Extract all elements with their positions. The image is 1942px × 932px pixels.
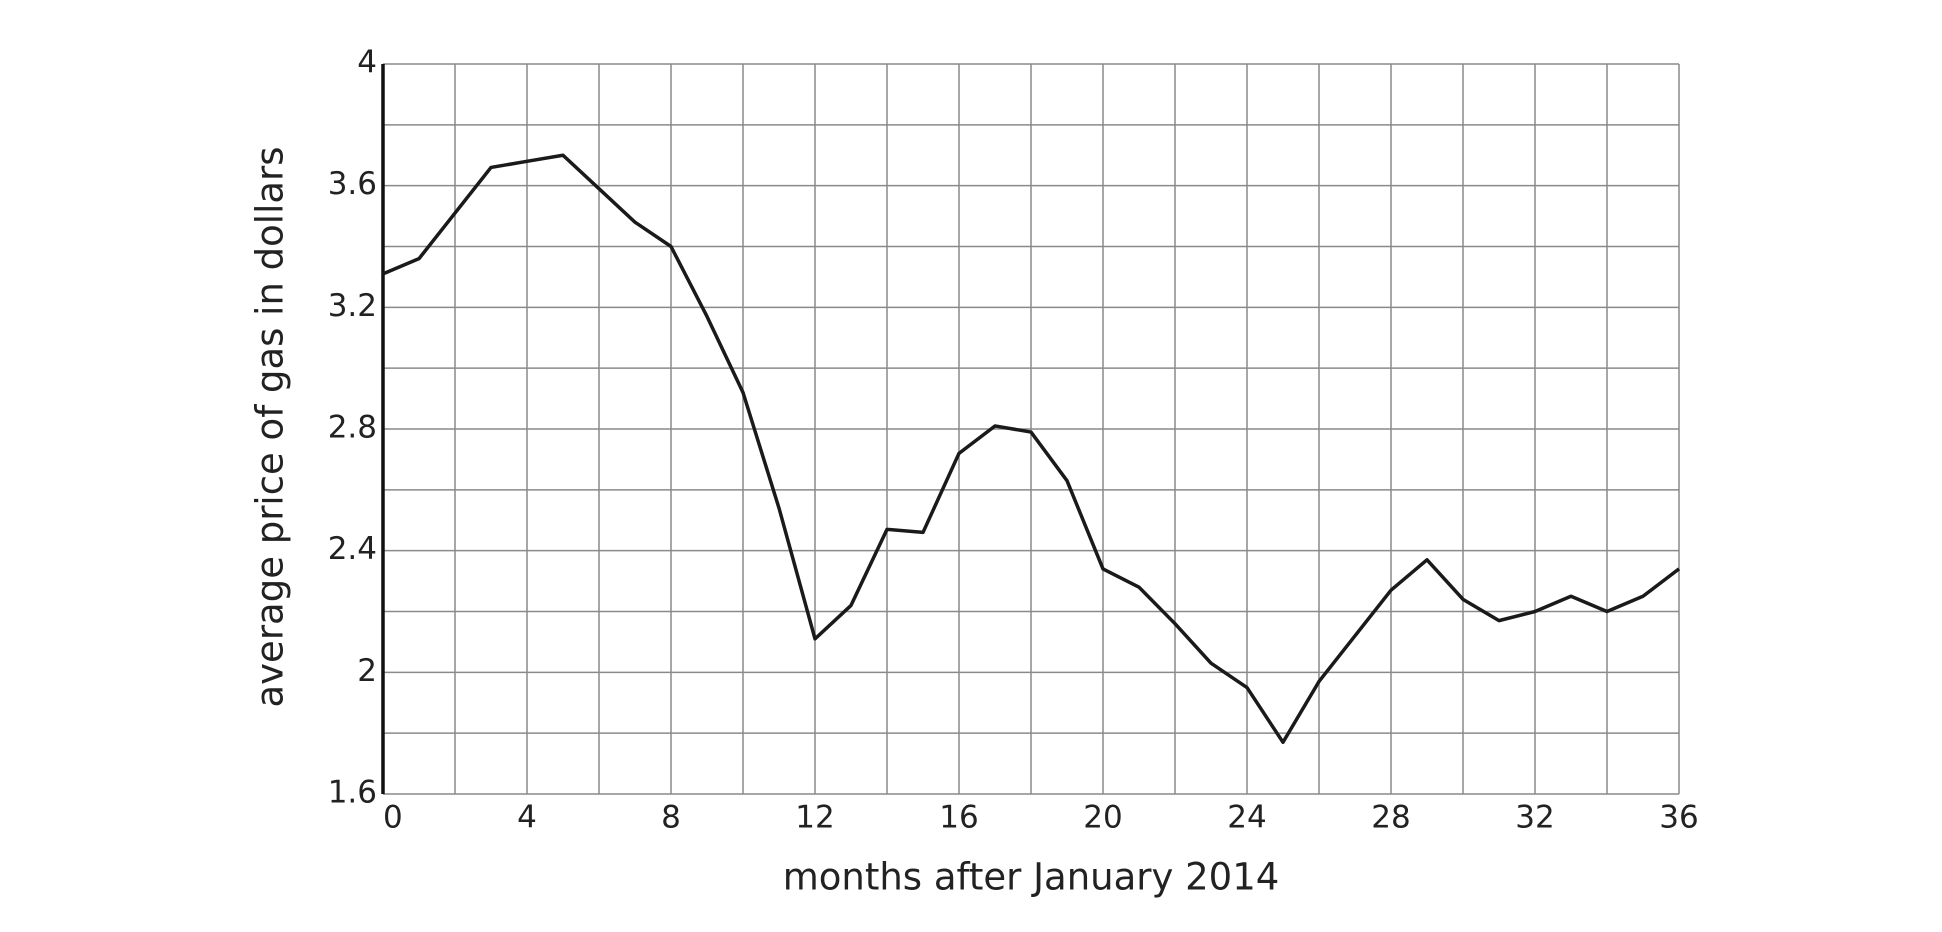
x-tick-label: 32 — [1515, 800, 1554, 836]
y-tick-label: 3.2 — [328, 288, 377, 324]
x-tick-label: 20 — [1083, 800, 1122, 836]
x-tick-label: 24 — [1227, 800, 1266, 836]
x-tick-label: 28 — [1371, 800, 1410, 836]
x-axis-label: months after January 2014 — [783, 856, 1280, 899]
y-tick-label: 4 — [357, 45, 377, 81]
x-tick-label: 16 — [939, 800, 978, 836]
y-tick-label: 2 — [357, 653, 377, 689]
y-tick-label: 3.6 — [328, 166, 377, 202]
x-tick-label: 4 — [517, 800, 537, 836]
data-line — [382, 153, 1681, 745]
y-axis-label: average price of gas in dollars — [249, 146, 292, 707]
y-tick-label: 2.8 — [328, 410, 377, 446]
x-tick-label: 0 — [383, 800, 403, 836]
x-tick-label: 36 — [1659, 800, 1698, 836]
y-tick-label: 2.4 — [328, 531, 377, 567]
y-tick-label: 1.6 — [328, 775, 377, 811]
x-tick-label: 12 — [795, 800, 834, 836]
x-tick-label: 8 — [661, 800, 681, 836]
